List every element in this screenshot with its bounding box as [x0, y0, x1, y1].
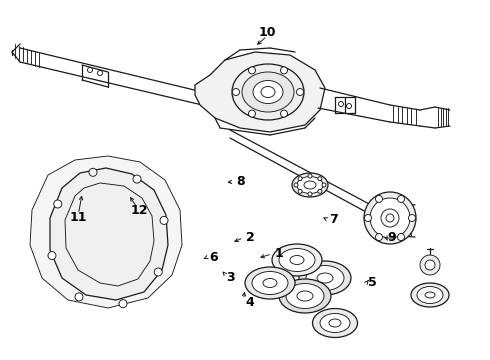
- Ellipse shape: [386, 214, 394, 222]
- Text: 6: 6: [209, 251, 218, 264]
- Circle shape: [48, 252, 56, 260]
- Circle shape: [346, 104, 351, 108]
- Ellipse shape: [242, 72, 294, 112]
- Circle shape: [88, 68, 93, 72]
- Polygon shape: [50, 168, 168, 300]
- Circle shape: [232, 89, 240, 95]
- Circle shape: [248, 110, 255, 117]
- Polygon shape: [30, 156, 182, 308]
- Circle shape: [409, 215, 416, 221]
- Ellipse shape: [417, 287, 443, 303]
- Ellipse shape: [306, 266, 344, 291]
- Text: 1: 1: [275, 247, 284, 260]
- Ellipse shape: [245, 267, 295, 299]
- Circle shape: [308, 192, 312, 196]
- Circle shape: [420, 255, 440, 275]
- Ellipse shape: [279, 248, 315, 271]
- Ellipse shape: [263, 279, 277, 288]
- Circle shape: [375, 234, 383, 240]
- Circle shape: [308, 174, 312, 178]
- Circle shape: [160, 216, 168, 224]
- Circle shape: [154, 268, 162, 276]
- Circle shape: [365, 215, 371, 221]
- Text: 10: 10: [258, 26, 276, 39]
- Ellipse shape: [286, 284, 324, 309]
- Text: 11: 11: [70, 211, 87, 224]
- Circle shape: [397, 234, 405, 240]
- Ellipse shape: [292, 173, 328, 197]
- Text: 7: 7: [329, 213, 338, 226]
- Ellipse shape: [253, 81, 283, 104]
- Polygon shape: [195, 52, 325, 132]
- Circle shape: [89, 168, 97, 176]
- Ellipse shape: [304, 181, 316, 189]
- Ellipse shape: [329, 319, 341, 327]
- Circle shape: [397, 195, 405, 202]
- Circle shape: [296, 89, 303, 95]
- Text: 2: 2: [245, 231, 254, 244]
- Circle shape: [322, 183, 326, 187]
- Ellipse shape: [297, 291, 313, 301]
- Text: 5: 5: [368, 276, 377, 289]
- Circle shape: [119, 300, 127, 308]
- Ellipse shape: [364, 192, 416, 244]
- Text: 3: 3: [226, 271, 235, 284]
- Ellipse shape: [425, 292, 435, 298]
- Circle shape: [75, 293, 83, 301]
- Circle shape: [294, 183, 298, 187]
- Ellipse shape: [261, 86, 275, 98]
- Circle shape: [133, 175, 141, 183]
- Ellipse shape: [297, 176, 323, 194]
- Circle shape: [298, 177, 302, 181]
- Ellipse shape: [232, 64, 304, 120]
- Circle shape: [318, 189, 322, 193]
- Circle shape: [54, 200, 62, 208]
- Ellipse shape: [279, 279, 331, 313]
- Circle shape: [425, 260, 435, 270]
- Circle shape: [318, 177, 322, 181]
- Text: 9: 9: [388, 231, 396, 244]
- Ellipse shape: [381, 209, 399, 227]
- Circle shape: [339, 102, 343, 107]
- Ellipse shape: [370, 198, 410, 238]
- Ellipse shape: [272, 244, 322, 276]
- Ellipse shape: [252, 271, 288, 294]
- Text: 12: 12: [131, 204, 148, 217]
- Ellipse shape: [290, 256, 304, 265]
- Circle shape: [280, 110, 288, 117]
- Circle shape: [98, 71, 102, 76]
- Ellipse shape: [313, 309, 358, 338]
- Circle shape: [375, 195, 383, 202]
- Text: 4: 4: [245, 296, 254, 309]
- Ellipse shape: [320, 314, 350, 333]
- Ellipse shape: [299, 261, 351, 295]
- Ellipse shape: [317, 273, 333, 283]
- Ellipse shape: [411, 283, 449, 307]
- Circle shape: [248, 67, 255, 74]
- Circle shape: [280, 67, 288, 74]
- Circle shape: [298, 189, 302, 193]
- Text: 8: 8: [236, 175, 245, 188]
